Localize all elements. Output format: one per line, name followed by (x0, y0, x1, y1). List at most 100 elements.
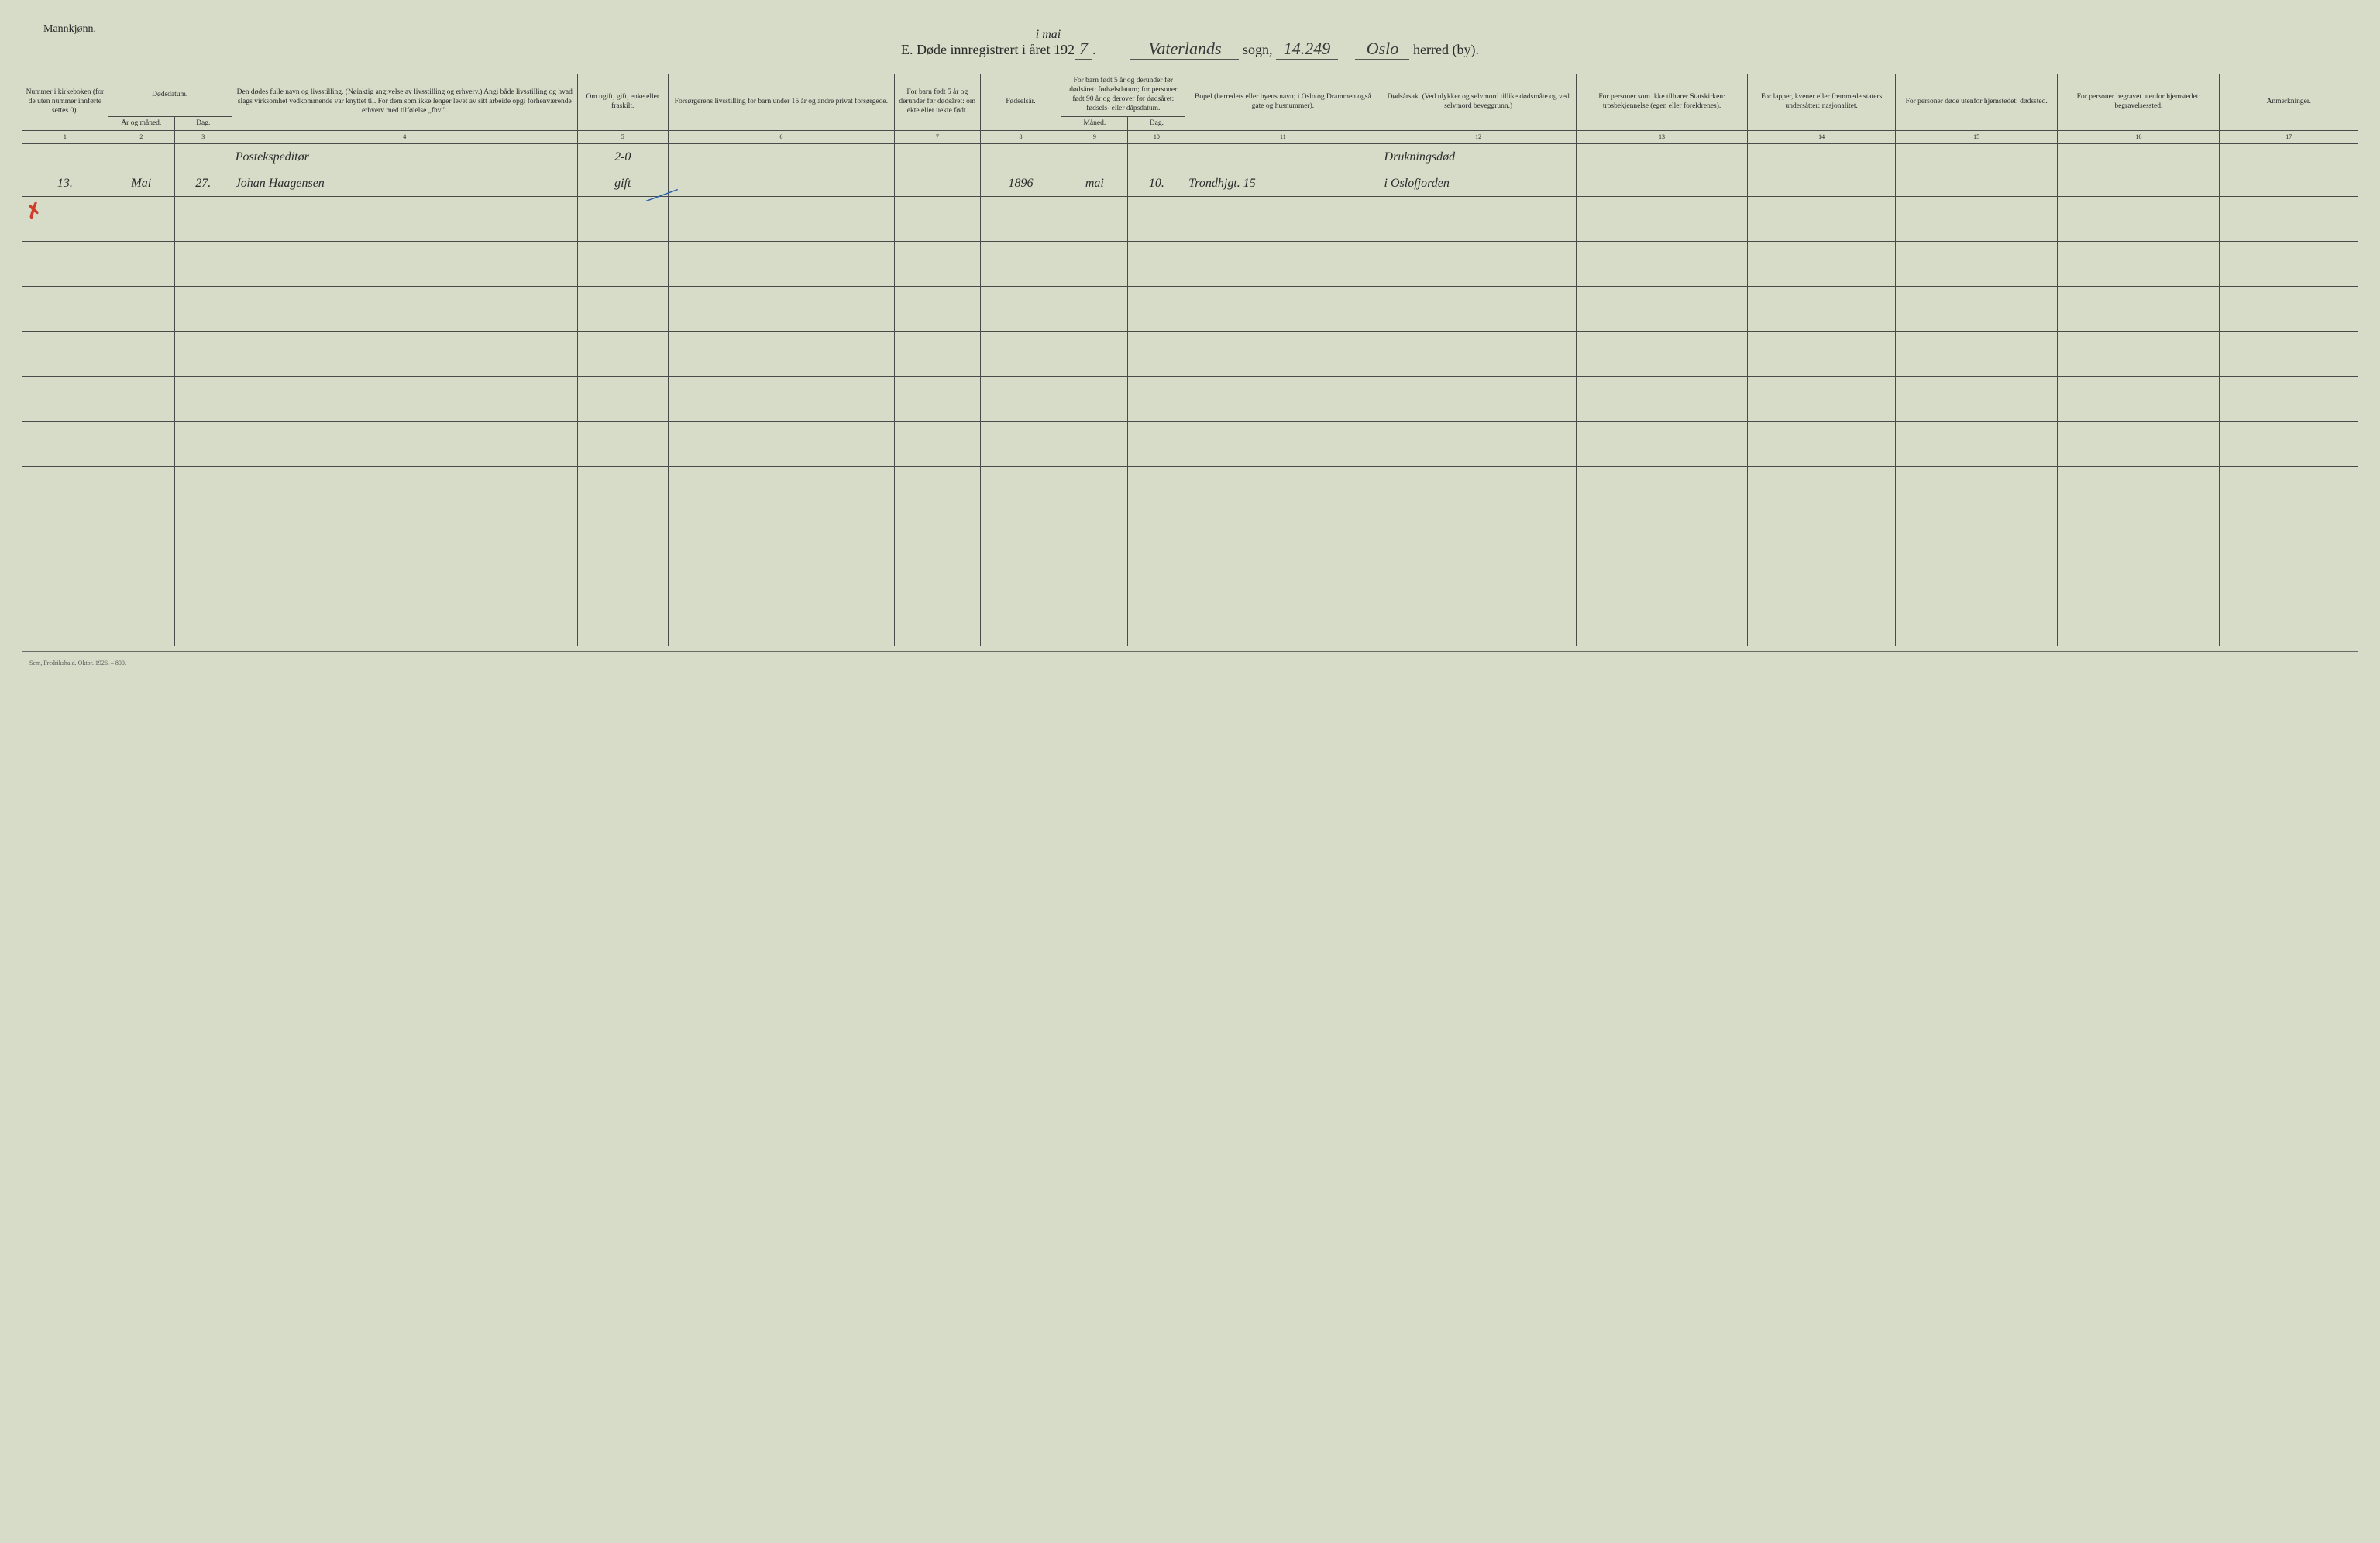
cell (2220, 601, 2358, 646)
cell (1748, 144, 1896, 170)
cell (2220, 556, 2358, 601)
cell (980, 332, 1061, 377)
imprint-footer: Sem, Fredrikshald. Oktbr. 1926. – 800. (29, 660, 2358, 666)
cell (1061, 332, 1128, 377)
cell (2220, 197, 2358, 242)
cell (1381, 601, 1576, 646)
cell (174, 601, 232, 646)
cell (668, 170, 894, 197)
cell (668, 197, 894, 242)
entry-row-bottom: 13. Mai 27. Johan Haagensen gift 1896 ma… (22, 170, 2358, 197)
cell (1185, 144, 1381, 170)
cell (980, 422, 1061, 467)
cell (577, 511, 668, 556)
col-9b-header: Dag. (1128, 116, 1185, 131)
col-6-header: Forsørgerens livsstilling for barn under… (668, 74, 894, 131)
cell-birth-day: 10. (1128, 170, 1185, 197)
cell (1896, 332, 2058, 377)
cell (1748, 287, 1896, 332)
cell (22, 287, 108, 332)
colnum: 4 (232, 131, 577, 144)
cell (1896, 601, 2058, 646)
cell (668, 377, 894, 422)
cell (1381, 467, 1576, 511)
blank-row (22, 242, 2358, 287)
colnum: 17 (2220, 131, 2358, 144)
cell (1748, 170, 1896, 197)
cell-marital: gift (577, 170, 668, 197)
cell (668, 601, 894, 646)
cell (108, 144, 174, 170)
cell (1061, 422, 1128, 467)
cell (108, 467, 174, 511)
cell (1128, 332, 1185, 377)
cell (894, 511, 980, 556)
cell (894, 144, 980, 170)
cell (1381, 556, 1576, 601)
cell (22, 511, 108, 556)
cell (232, 197, 577, 242)
cell (1061, 287, 1128, 332)
cell (894, 422, 980, 467)
cell (22, 332, 108, 377)
col-2a-header: År og måned. (108, 116, 174, 131)
blank-row (22, 601, 2358, 646)
colnum: 15 (1896, 131, 2058, 144)
cell (577, 377, 668, 422)
colnum: 14 (1748, 131, 1896, 144)
cell (1061, 377, 1128, 422)
cell (22, 144, 108, 170)
cell (2058, 242, 2220, 287)
cell (894, 287, 980, 332)
col-13-header: For personer som ikke tilhører Statskirk… (1576, 74, 1748, 131)
cell (668, 467, 894, 511)
table-header: Nummer i kirke­boken (for de uten nummer… (22, 74, 2358, 144)
cell (668, 242, 894, 287)
col-8-header: Fødsels­år. (980, 74, 1061, 131)
cell (2058, 170, 2220, 197)
cell (22, 601, 108, 646)
cell (1381, 197, 1576, 242)
cell (980, 467, 1061, 511)
cell (980, 144, 1061, 170)
cell (108, 511, 174, 556)
cell (2058, 467, 2220, 511)
cell (1128, 377, 1185, 422)
col-17-header: Anmerkninger. (2220, 74, 2358, 131)
table-body: Postekspeditør 2-0 Drukningsdød 13. Mai … (22, 144, 2358, 197)
year-segment: i mai i året 192 (1022, 42, 1075, 58)
cell (1128, 197, 1185, 242)
title-prefix: E. Døde innregistrert (901, 42, 1018, 58)
col-2-group-header: Dødsdatum. (108, 74, 232, 117)
cell (1128, 467, 1185, 511)
cell (1576, 332, 1748, 377)
herred-label: herred (by). (1413, 42, 1479, 58)
cell (980, 511, 1061, 556)
cell (577, 467, 668, 511)
cell (1381, 242, 1576, 287)
cell-cause-note: Drukningsdød (1381, 144, 1576, 170)
blank-row (22, 287, 2358, 332)
colnum: 3 (174, 131, 232, 144)
herred-value: Oslo (1355, 39, 1409, 60)
col-4-header: Den dødes fulle navn og livsstilling. (N… (232, 74, 577, 131)
cell (1748, 422, 1896, 467)
cell (1381, 511, 1576, 556)
cell (174, 422, 232, 467)
cell (1896, 197, 2058, 242)
cell (668, 144, 894, 170)
blank-row (22, 197, 2358, 242)
cell (1896, 556, 2058, 601)
cell (174, 242, 232, 287)
handwritten-month: i mai (1036, 28, 1061, 42)
cell-marital-note: 2-0 (577, 144, 668, 170)
year-digit: 7 (1075, 39, 1092, 60)
blank-row (22, 556, 2358, 601)
cell (1185, 197, 1381, 242)
cell (980, 601, 1061, 646)
register-table: Nummer i kirke­boken (for de uten nummer… (22, 74, 2358, 646)
cell (174, 287, 232, 332)
cell (2220, 144, 2358, 170)
col-1-header: Nummer i kirke­boken (for de uten nummer… (22, 74, 108, 131)
cell (1576, 556, 1748, 601)
